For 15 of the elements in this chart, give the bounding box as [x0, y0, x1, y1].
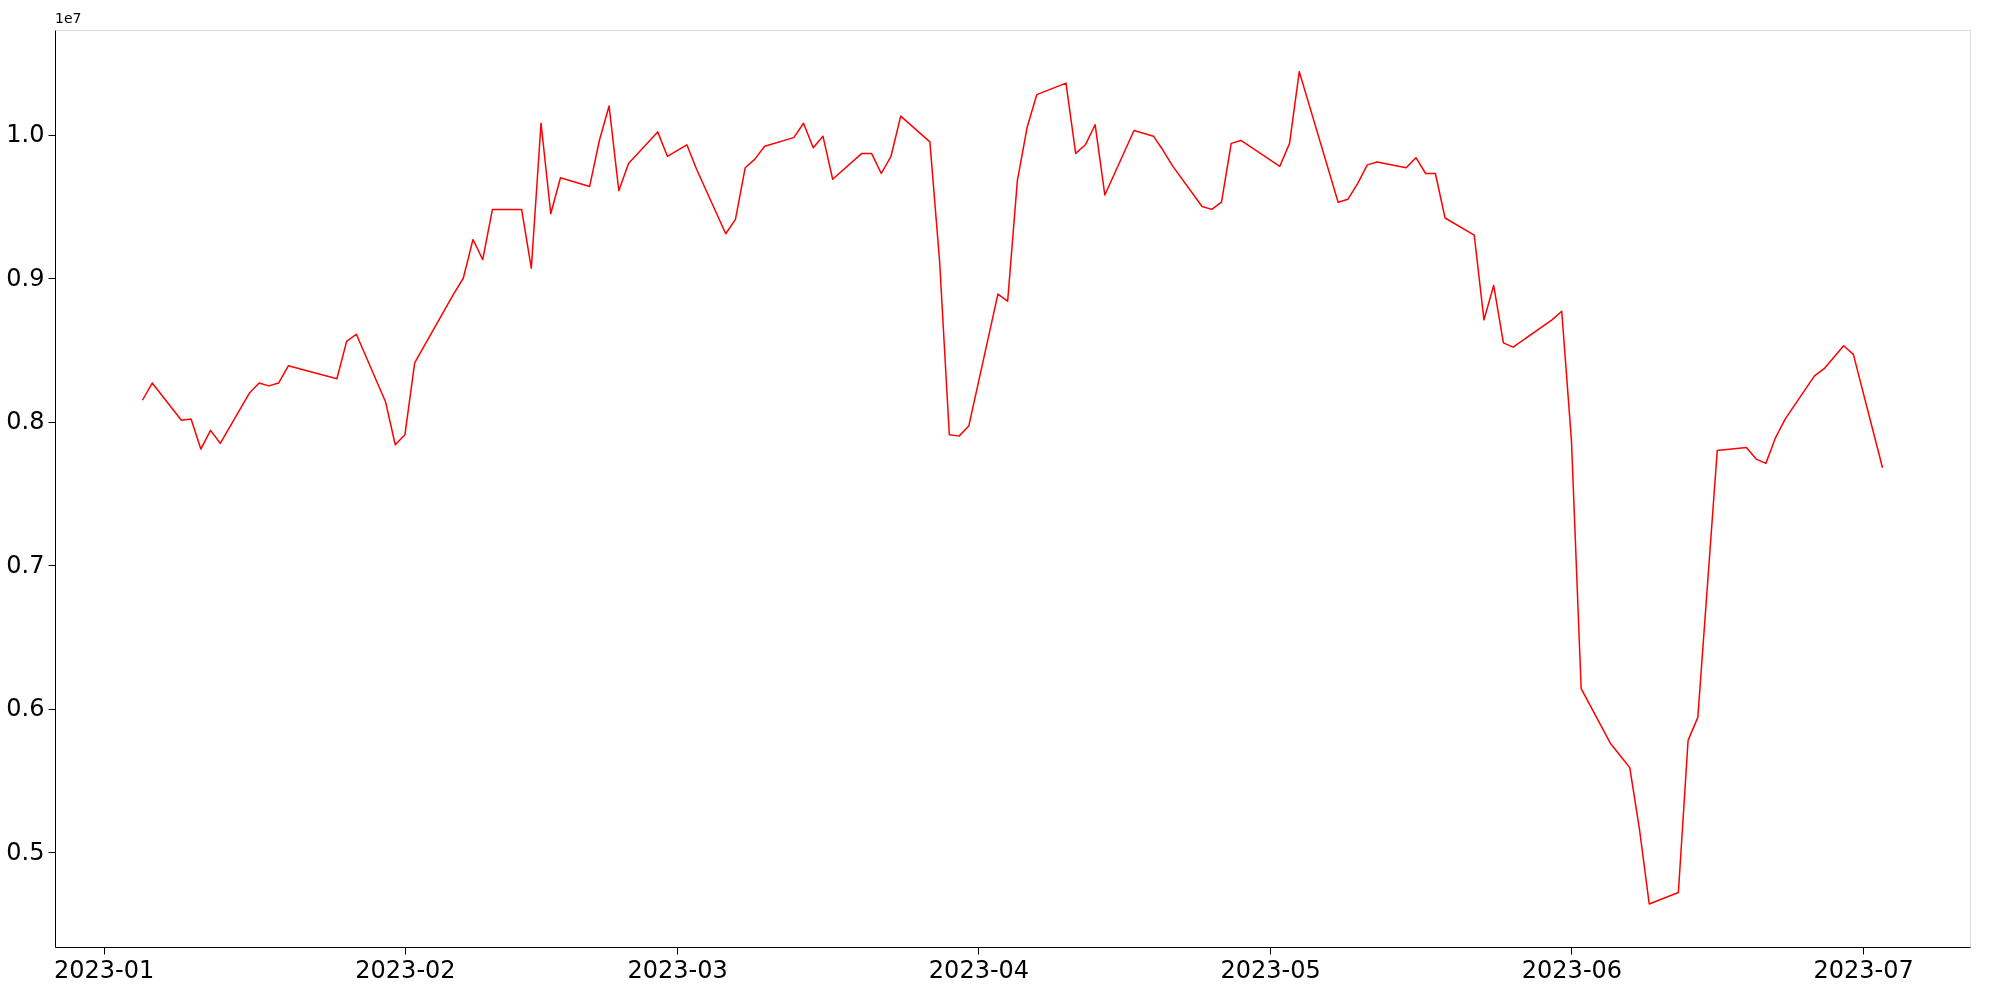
x-tick-label: 2023-07 [1813, 955, 1914, 984]
x-tick-label: 2023-04 [928, 955, 1030, 984]
x-tick-label: 2023-02 [355, 955, 456, 984]
y-tick-label: 0.7 [6, 550, 45, 579]
x-tick-label: 2023-01 [53, 955, 155, 984]
y-tick-label: 0.5 [6, 837, 45, 866]
text: 1e7 [55, 10, 82, 26]
x-tick-label: 2023-03 [627, 955, 728, 984]
y-tick-label: 1.0 [6, 120, 45, 149]
x-tick-label: 2023-06 [1521, 955, 1623, 984]
y-tick-label: 0.6 [6, 694, 45, 723]
y-tick-label: 0.8 [6, 407, 45, 436]
y-tick-label: 0.9 [6, 263, 45, 292]
line-series [141, 70, 1884, 905]
x-tick-label: 2023-05 [1220, 955, 1321, 984]
